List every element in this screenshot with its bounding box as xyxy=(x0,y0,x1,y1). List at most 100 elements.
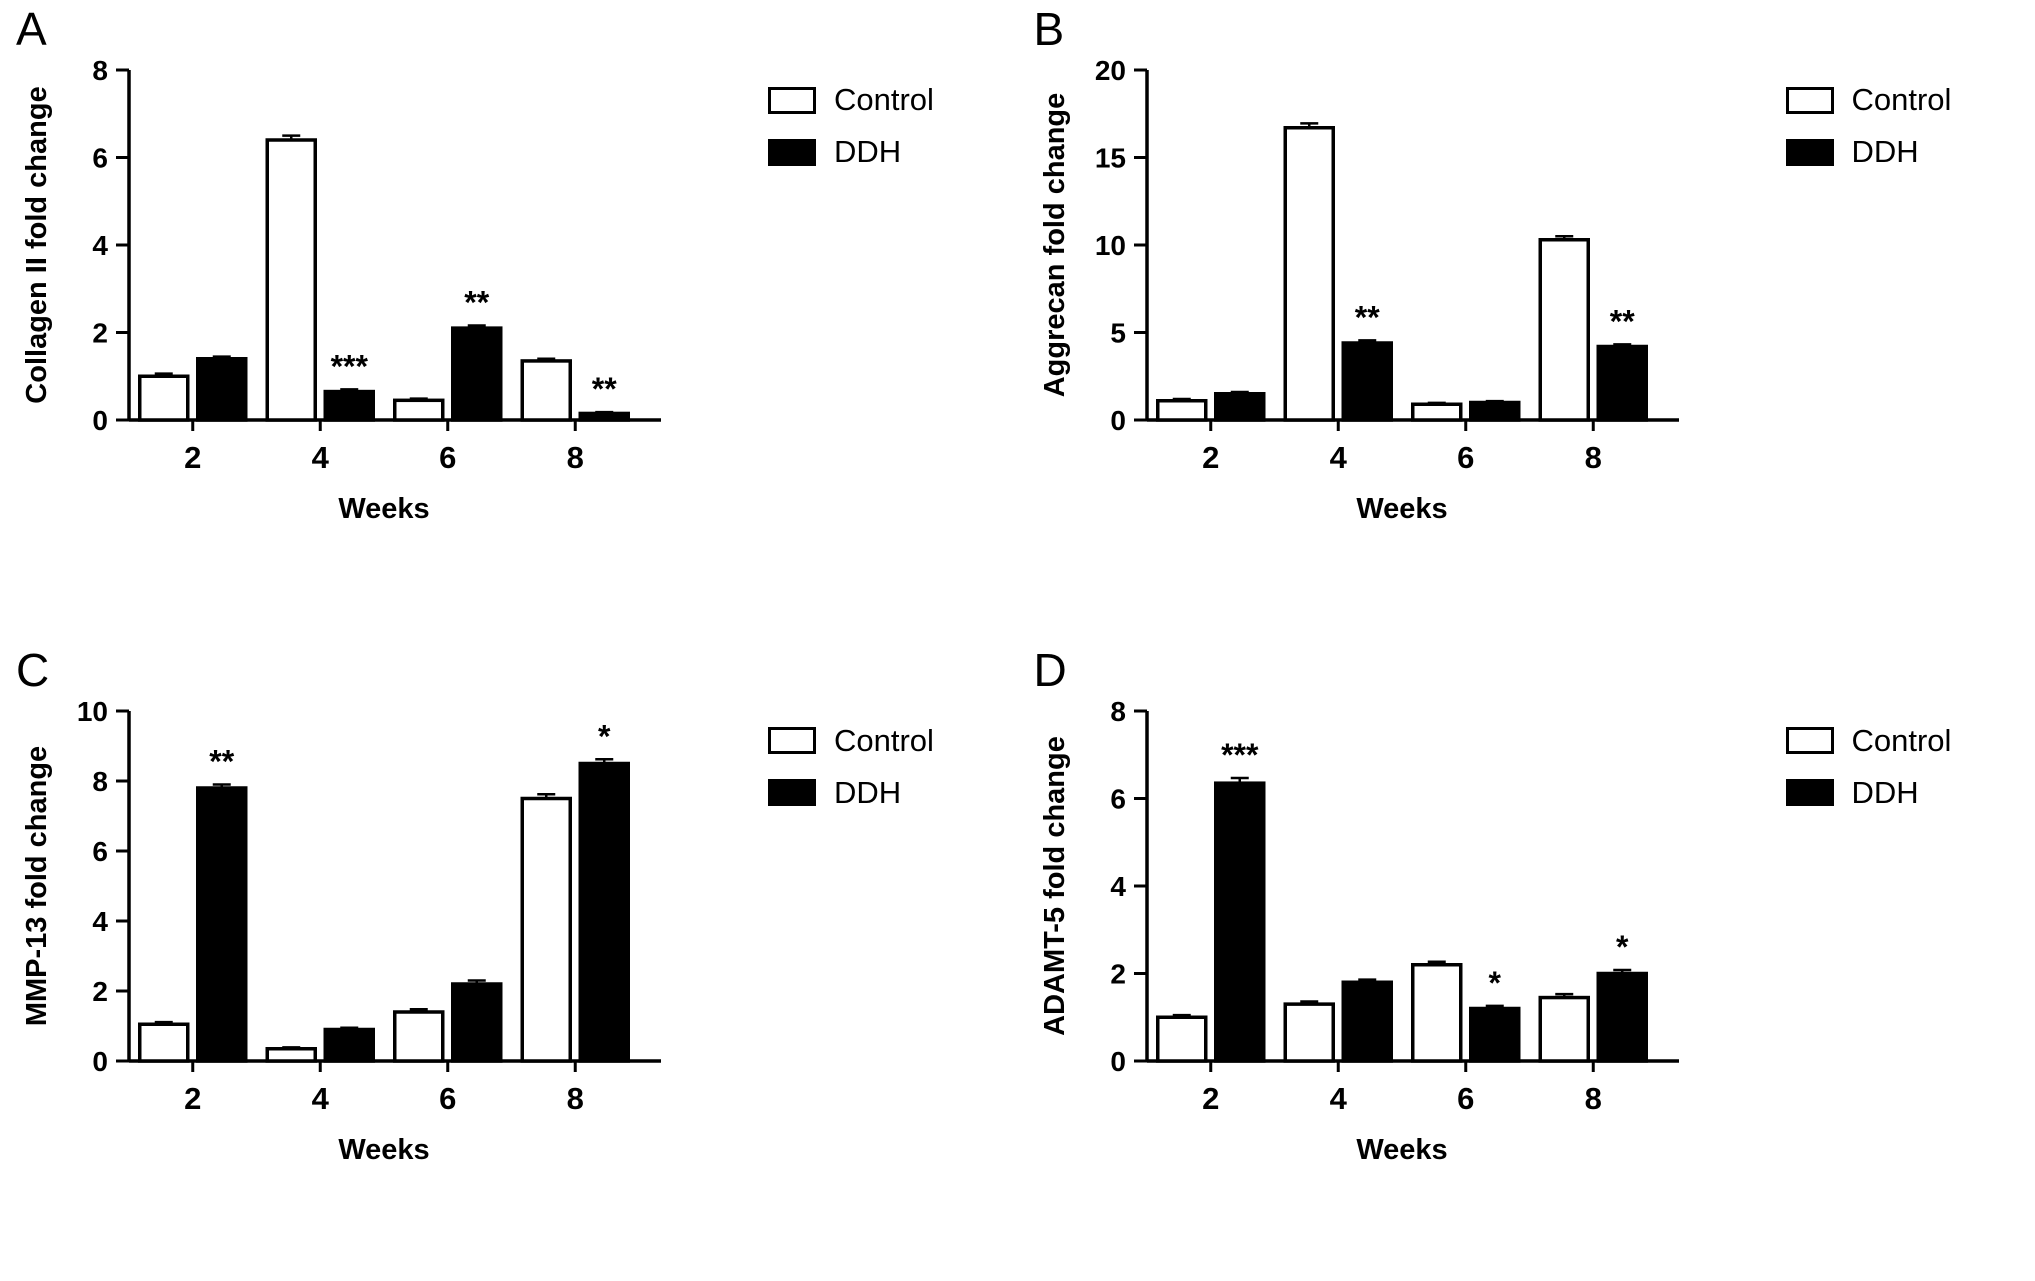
bar-control-week-4 xyxy=(1283,1001,1335,1063)
panel-b-body: 0 5 10 15 20 Aggrecan fold change 2 4 6 8 Weeks ** *… xyxy=(1032,10,2035,535)
bar-ddh-week-2 xyxy=(196,357,248,422)
significance-stars: * xyxy=(1616,929,1629,965)
y-axis-label: Aggrecan fold change xyxy=(1039,93,1071,398)
legend-label-ddh: DDH xyxy=(1851,774,1919,810)
y-axis-label: ADAMT-5 fold change xyxy=(1039,736,1071,1036)
bar-control-week-8 xyxy=(1538,238,1590,422)
y-tick-label: 0 xyxy=(1110,405,1126,436)
panel-letter-b: B xyxy=(1033,3,1066,55)
bar-control-week-6 xyxy=(393,398,445,422)
bar-ddh-week-2 xyxy=(196,785,248,1063)
y-tick-label: 0 xyxy=(92,1046,108,1077)
x-tick-label: 2 xyxy=(1202,440,1219,475)
significance-stars: ** xyxy=(1354,299,1379,335)
y-tick-label: 4 xyxy=(1110,871,1126,902)
significance-stars: * xyxy=(1488,964,1501,1000)
legend-label-control: Control xyxy=(1851,722,1952,758)
legend-label-ddh: DDH xyxy=(834,134,902,169)
bar-control-week-6 xyxy=(393,1009,445,1063)
panel-c-body: 0 2 4 6 8 10 MMP-13 fold change 2 4 6 8 Weeks ** * Co… xyxy=(14,651,1018,1176)
x-tick-label: 4 xyxy=(1329,1081,1347,1116)
y-tick-label: 10 xyxy=(77,696,108,727)
legend-label-ddh: DDH xyxy=(1851,134,1919,169)
bar-control-week-2 xyxy=(1155,399,1207,422)
significance-stars: ** xyxy=(592,371,617,407)
bar-ddh-week-4 xyxy=(323,389,375,422)
x-tick-label: 6 xyxy=(439,1081,456,1116)
x-tick-label: 8 xyxy=(567,1081,584,1116)
bar-ddh-week-4 xyxy=(1341,980,1393,1063)
significance-stars: ** xyxy=(464,285,489,321)
x-tick-label: 8 xyxy=(1584,1081,1601,1116)
legend-b: Control DDH xyxy=(1785,82,1952,170)
legend-item-control: Control xyxy=(1785,82,1952,118)
y-tick-label: 5 xyxy=(1110,318,1126,349)
x-tick-label: 6 xyxy=(1457,440,1474,475)
bar-ddh-week-6 xyxy=(1468,400,1520,422)
y-tick-label: 4 xyxy=(92,230,108,261)
bar-control-week-6 xyxy=(1410,402,1462,422)
legend-c: Control DDH xyxy=(768,723,934,811)
y-tick-label: 8 xyxy=(1110,696,1126,727)
y-tick-label: 0 xyxy=(1110,1046,1126,1077)
bar-control-week-4 xyxy=(265,138,317,422)
panel-B: B 0 5 10 15 20 Aggrecan fold change 2 4 6 8 Weeks *… xyxy=(1018,0,2035,641)
x-tick-label: 4 xyxy=(312,1081,330,1116)
bar-ddh-week-2 xyxy=(1213,392,1265,422)
y-tick-label: 0 xyxy=(92,405,108,436)
bar-ddh-week-8 xyxy=(578,411,630,422)
significance-stars: ** xyxy=(209,743,234,779)
panel-C: C 0 2 4 6 8 10 MMP-13 fold change 2 4 6 8 Weeks ** * … xyxy=(0,641,1018,1281)
panel-letter-a: A xyxy=(16,3,48,55)
bar-control-week-8 xyxy=(520,359,572,422)
bar-control-week-6 xyxy=(1410,962,1462,1063)
legend-label-control: Control xyxy=(834,722,934,758)
y-axis-label: Collagen II fold change xyxy=(21,86,53,403)
x-tick-label: 6 xyxy=(1457,1081,1474,1116)
legend-swatch-control xyxy=(768,86,816,114)
legend-label-control: Control xyxy=(834,82,934,117)
x-axis-label: Weeks xyxy=(1356,493,1447,525)
bar-ddh-week-6 xyxy=(451,326,503,422)
bar-control-week-2 xyxy=(138,1022,190,1063)
y-tick-label: 4 xyxy=(92,906,108,937)
bar-control-week-4 xyxy=(1283,126,1335,422)
legend-item-ddh: DDH xyxy=(1785,774,1952,811)
bar-ddh-week-6 xyxy=(1468,1006,1520,1063)
panel-D: D 0 2 4 6 8 ADAMT-5 fold change 2 4 6 8 Weeks *** * *… xyxy=(1018,641,2035,1281)
panel-d-body: 0 2 4 6 8 ADAMT-5 fold change 2 4 6 8 Weeks *** * * C… xyxy=(1032,651,2035,1176)
bar-control-week-2 xyxy=(138,374,190,422)
y-tick-label: 6 xyxy=(92,836,108,867)
y-tick-label: 6 xyxy=(1110,783,1126,814)
legend-item-ddh: DDH xyxy=(1785,134,1952,170)
legend-d: Control DDH xyxy=(1785,722,1952,811)
y-tick-label: 2 xyxy=(92,318,108,349)
panel-A: A 0 2 4 6 8 Collagen II fold change 2 4 6 8 Weeks *… xyxy=(0,0,1018,641)
panel-a-body: 0 2 4 6 8 Collagen II fold change 2 4 6 8 Weeks ***… xyxy=(14,10,1018,535)
panel-letter-d: D xyxy=(1033,643,1068,696)
x-axis-label: Weeks xyxy=(338,493,429,525)
bar-ddh-week-4 xyxy=(323,1027,375,1063)
x-tick-label: 4 xyxy=(1329,440,1347,475)
y-axis-label: MMP-13 fold change xyxy=(21,745,53,1025)
legend-swatch-ddh xyxy=(768,779,816,806)
significance-stars: ** xyxy=(1609,303,1634,339)
legend-label-control: Control xyxy=(1851,82,1952,117)
x-tick-label: 2 xyxy=(1202,1081,1219,1116)
legend-item-control: Control xyxy=(768,82,934,118)
y-tick-label: 15 xyxy=(1094,143,1125,174)
legend-item-ddh: DDH xyxy=(768,134,934,170)
y-tick-label: 8 xyxy=(92,766,108,797)
panel-letter-c: C xyxy=(16,643,51,696)
bar-ddh-week-6 xyxy=(451,981,503,1063)
legend-item-ddh: DDH xyxy=(768,775,934,811)
y-tick-label: 10 xyxy=(1094,230,1125,261)
x-axis-label: Weeks xyxy=(1356,1134,1447,1166)
y-tick-label: 6 xyxy=(92,143,108,174)
legend-swatch-control xyxy=(768,727,816,754)
bar-control-week-8 xyxy=(520,796,572,1063)
legend-item-control: Control xyxy=(1785,722,1952,759)
